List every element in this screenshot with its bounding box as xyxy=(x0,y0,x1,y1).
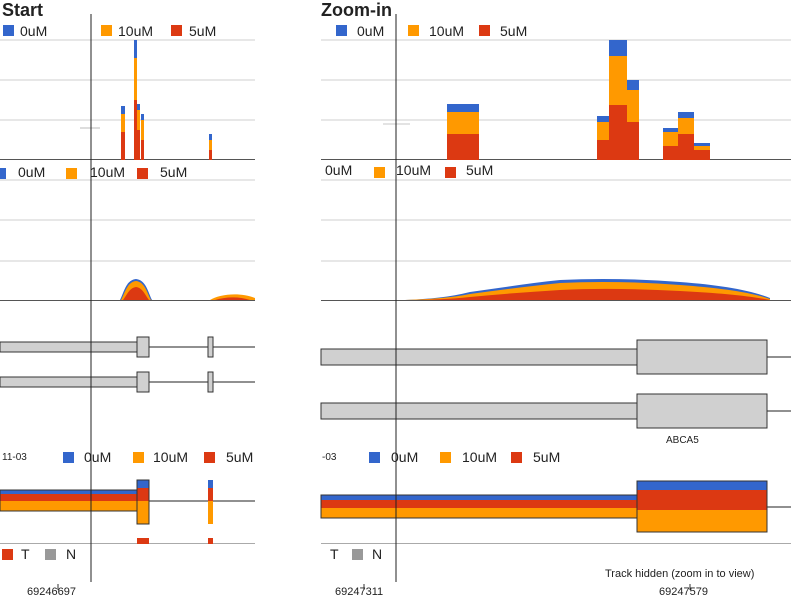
zoom-legend-label-10um-3: 10uM xyxy=(462,449,497,465)
start-coordinate: 69246697 xyxy=(27,586,76,598)
zoom-legend-label-5um-3: 5uM xyxy=(533,449,560,465)
legend-label-5um-3: 5uM xyxy=(226,449,253,465)
legend-label-0um-3: 0uM xyxy=(84,449,111,465)
zoom-legend-label-5um-2: 5uM xyxy=(466,162,493,178)
legend-label-5um-2: 5uM xyxy=(160,164,187,180)
start-bottom-legend: T N xyxy=(2,546,76,562)
legend-label-10um: 10uM xyxy=(118,23,153,39)
start-track4: 11-03 0uM 10uM 5uM xyxy=(0,449,255,544)
start-panel-title: Start xyxy=(2,0,44,20)
legend-label-5um: 5uM xyxy=(189,23,216,39)
zoom-legend-T: T xyxy=(330,546,339,562)
legend-swatch-10um xyxy=(101,25,112,36)
legend-swatch-5um xyxy=(171,25,182,36)
zoom-track1-bars xyxy=(447,40,710,160)
legend-label-10um-3: 10uM xyxy=(153,449,188,465)
start-gene-track xyxy=(0,336,255,393)
zoom-legend-label-5um: 5uM xyxy=(500,23,527,39)
zoom-gene-track: ABCA5 xyxy=(320,339,791,446)
track-hidden-message: Track hidden (zoom in to view) xyxy=(605,568,754,580)
start-track2: 0uM 10uM 5uM xyxy=(0,164,255,301)
zoom-legend-label-10um: 10uM xyxy=(429,23,464,39)
zoom-bottom-legend: T N xyxy=(330,546,382,562)
zoom-legend-label-0um: 0uM xyxy=(357,23,384,39)
start-track1: 0uM 10uM 5uM xyxy=(0,23,255,160)
legend-label-10um-2: 10uM xyxy=(90,164,125,180)
start-track1-bars xyxy=(121,40,212,160)
zoom-track4-prefix: -03 xyxy=(322,452,337,463)
zoom-left-coordinate: 69247311 xyxy=(335,586,383,598)
zoom-track1: 0uM 10uM 5uM xyxy=(321,23,791,160)
legend-label-0um-2: 0uM xyxy=(18,164,45,180)
zoom-legend-label-0um-2: 0uM xyxy=(325,162,352,178)
zoom-legend-label-10um-2: 10uM xyxy=(396,162,431,178)
legend-T: T xyxy=(21,546,30,562)
zoom-legend-label-0um-3: 0uM xyxy=(391,449,418,465)
legend-N: N xyxy=(66,546,76,562)
zoom-panel-title: Zoom-in xyxy=(321,0,392,20)
zoom-track2: 0uM 10uM 5uM xyxy=(321,162,791,301)
zoom-legend-N: N xyxy=(372,546,382,562)
zoom-track4: -03 0uM 10uM 5uM xyxy=(320,449,791,544)
start-track4-prefix: 11-03 xyxy=(2,452,27,463)
legend-swatch-0um xyxy=(3,25,14,36)
gene-label: ABCA5 xyxy=(666,435,699,446)
legend-label-0um: 0uM xyxy=(20,23,47,39)
zoom-right-coordinate: 69247579 xyxy=(659,586,708,598)
